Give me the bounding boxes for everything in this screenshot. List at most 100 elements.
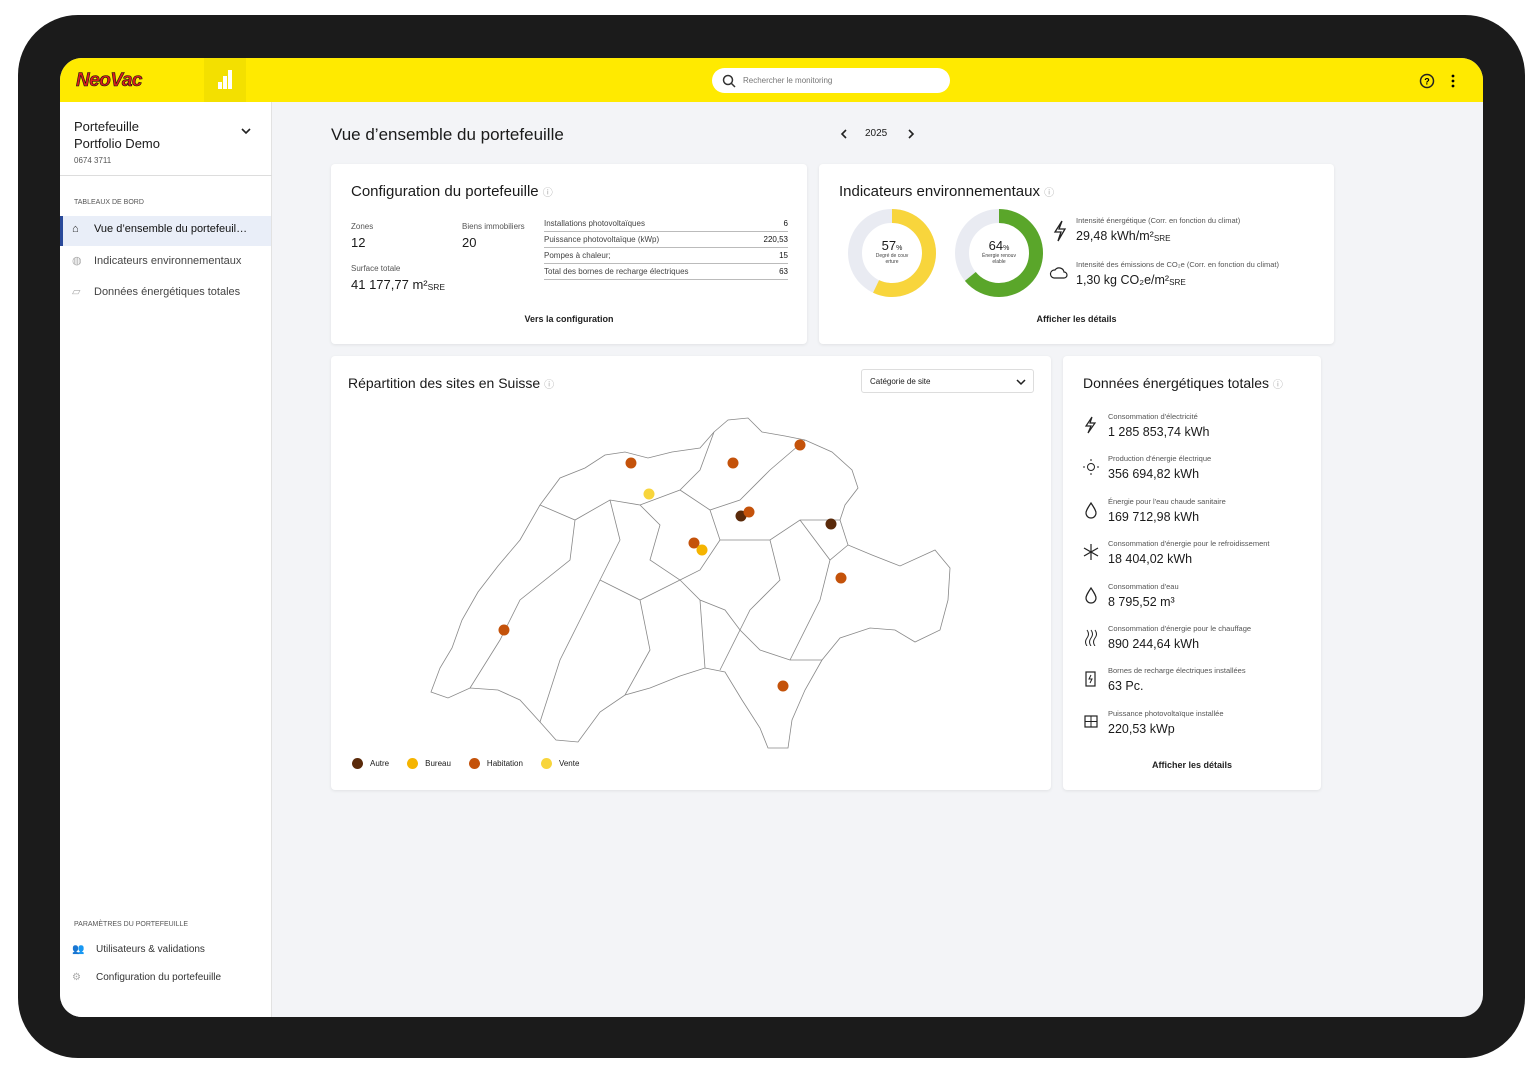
site-dot[interactable] bbox=[794, 439, 806, 451]
metric-value: 29,48 kWh/m²SRE bbox=[1076, 229, 1326, 243]
energy-label: Énergie pour l'eau chaude sanitaire bbox=[1108, 496, 1226, 506]
dropdown[interactable]: Catégorie de site bbox=[861, 369, 1034, 393]
energy-item: Consommation d'eau 8 795,52 m³ bbox=[1077, 578, 1317, 618]
site-dot[interactable] bbox=[498, 624, 510, 636]
chevron[interactable] bbox=[240, 128, 252, 136]
icon bbox=[1083, 459, 1099, 476]
donut-chart bbox=[955, 209, 1043, 297]
energy-value: 63 Pc. bbox=[1108, 679, 1144, 694]
energy-label: Production d'énergie électrique bbox=[1108, 454, 1212, 464]
donut-chart bbox=[848, 209, 936, 297]
link[interactable]: Afficher les détails bbox=[1151, 760, 1233, 770]
nav-icon: ◍ bbox=[72, 255, 82, 267]
site-dot[interactable] bbox=[688, 537, 700, 549]
legend-label: Autre bbox=[370, 758, 390, 768]
legend-swatch bbox=[352, 757, 363, 769]
area: 41 177,77 m² bbox=[351, 277, 428, 292]
page-title: Vue d’ensemble du portefeuille bbox=[331, 125, 564, 144]
site-dot[interactable] bbox=[696, 544, 708, 556]
sidebar bbox=[60, 102, 272, 1017]
legend: Autre Bureau Habitation Vente bbox=[352, 756, 579, 770]
search-box[interactable]: Rechercher le monitoring bbox=[712, 68, 950, 93]
active-indicator bbox=[60, 216, 63, 246]
nav-item[interactable]: ⌂ Vue d’ensemble du portefeuil… bbox=[72, 223, 267, 235]
donut-arc bbox=[848, 209, 936, 297]
legend-item[interactable]: Vente bbox=[540, 756, 580, 770]
site-dot[interactable] bbox=[727, 457, 739, 469]
row-value: 220,53 bbox=[763, 235, 788, 244]
donut-label: 57% Degré de couverture bbox=[872, 238, 912, 265]
section-heading: TABLEAUX DE BORD bbox=[74, 199, 144, 206]
energy-label: Bornes de recharge électriques installée… bbox=[1108, 666, 1246, 676]
card-title: Configuration du portefeuille ⓘ bbox=[351, 183, 553, 200]
portfolio-id: 0674 3711 bbox=[74, 156, 112, 165]
energy-item: Consommation d'électricité 1 285 853,74 k… bbox=[1077, 408, 1317, 448]
nav-label: Utilisateurs & validations bbox=[96, 944, 205, 955]
legend-item[interactable]: Autre bbox=[352, 756, 389, 770]
icon bbox=[1084, 416, 1097, 434]
link[interactable]: Afficher les détails bbox=[1036, 314, 1117, 324]
energy-item: Production d'énergie électrique 356 694,8… bbox=[1077, 450, 1317, 490]
nav-icon: 👥 bbox=[72, 944, 85, 955]
next-year[interactable] bbox=[906, 128, 916, 140]
legend-label: Bureau bbox=[425, 758, 451, 768]
icon bbox=[1084, 715, 1098, 728]
settings-item[interactable]: 👥 Utilisateurs & validations bbox=[72, 944, 267, 955]
table-row: Total des bornes de recharge électriques… bbox=[544, 264, 788, 280]
header-actions[interactable]: ? bbox=[1418, 72, 1458, 90]
title-text: Données énergétiques totales bbox=[1083, 375, 1270, 391]
dropdown-label: Catégorie de site bbox=[870, 377, 931, 386]
nav-label: Vue d’ensemble du portefeuil… bbox=[94, 223, 248, 235]
portfolio-name: Portfolio Demo bbox=[74, 136, 160, 151]
app-icon[interactable] bbox=[204, 58, 246, 102]
row-label: Pompes à chaleur; bbox=[544, 251, 611, 260]
config-card: Configuration du portefeuille ⓘ Zones 12… bbox=[331, 164, 807, 344]
site-dot[interactable] bbox=[777, 680, 789, 692]
site-dot[interactable] bbox=[835, 572, 847, 584]
donut-value: 57% bbox=[872, 238, 912, 253]
title-text: Indicateurs environnementaux bbox=[839, 183, 1040, 200]
metric-value: 1,30 kg CO₂e/m²SRE bbox=[1076, 273, 1326, 287]
energy-value: 8 795,52 m³ bbox=[1108, 594, 1175, 609]
active-nav-bg bbox=[60, 216, 271, 246]
donut-arc bbox=[955, 209, 1043, 297]
site-dot[interactable] bbox=[643, 488, 655, 500]
row-value: 63 bbox=[779, 267, 788, 276]
energy-value: 169 712,98 kWh bbox=[1108, 509, 1200, 524]
unit-sub: SRE bbox=[427, 281, 445, 292]
metric-number: 29,48 kWh/m² bbox=[1076, 229, 1154, 243]
icon bbox=[1053, 220, 1067, 242]
value: 41 177,77 m²SRE bbox=[351, 277, 445, 292]
nav-icon: ⚙ bbox=[72, 972, 81, 983]
legend-swatch bbox=[468, 757, 480, 769]
nav-item[interactable]: ◍ Indicateurs environnementaux bbox=[72, 254, 267, 267]
donuts: 57% Degré de couverture 64% Énergie renouve… bbox=[847, 208, 1057, 300]
legend-item[interactable]: Bureau bbox=[407, 756, 451, 770]
site-dot[interactable] bbox=[625, 457, 637, 469]
energy-value: 356 694,82 kWh bbox=[1108, 467, 1200, 482]
section-heading: PARAMÈTRES DU PORTEFEUILLE bbox=[74, 921, 189, 928]
energy-value: 18 404,02 kWh bbox=[1108, 552, 1193, 567]
donut-value: 64% bbox=[979, 238, 1019, 253]
logo[interactable]: NeoVac bbox=[76, 70, 143, 92]
link[interactable]: Vers la configuration bbox=[524, 314, 614, 324]
icon bbox=[1083, 544, 1099, 561]
row-label: Puissance photovoltaïque (kWp) bbox=[544, 235, 660, 244]
title-text: Configuration du portefeuille bbox=[351, 183, 539, 200]
nav-label: Configuration du portefeuille bbox=[96, 972, 222, 983]
settings-item[interactable]: ⚙ Configuration du portefeuille bbox=[72, 972, 267, 983]
legend-swatch bbox=[540, 757, 552, 769]
nav-icon: ▱ bbox=[72, 286, 81, 298]
country-outline bbox=[430, 417, 951, 749]
legend-label: Vente bbox=[558, 758, 580, 768]
icon bbox=[1049, 267, 1068, 279]
nav-item[interactable]: ▱ Données énergétiques totales bbox=[72, 285, 267, 298]
portfolio-selector[interactable]: Portefeuille Portfolio Demo 0674 3711 bbox=[74, 118, 160, 169]
site-dot[interactable] bbox=[743, 506, 755, 518]
legend-item[interactable]: Habitation bbox=[468, 756, 523, 770]
icon bbox=[1085, 671, 1096, 687]
prev-year[interactable] bbox=[839, 128, 849, 140]
card-title: Données énergétiques totales ⓘ bbox=[1083, 375, 1283, 391]
site-dot[interactable] bbox=[825, 518, 837, 530]
